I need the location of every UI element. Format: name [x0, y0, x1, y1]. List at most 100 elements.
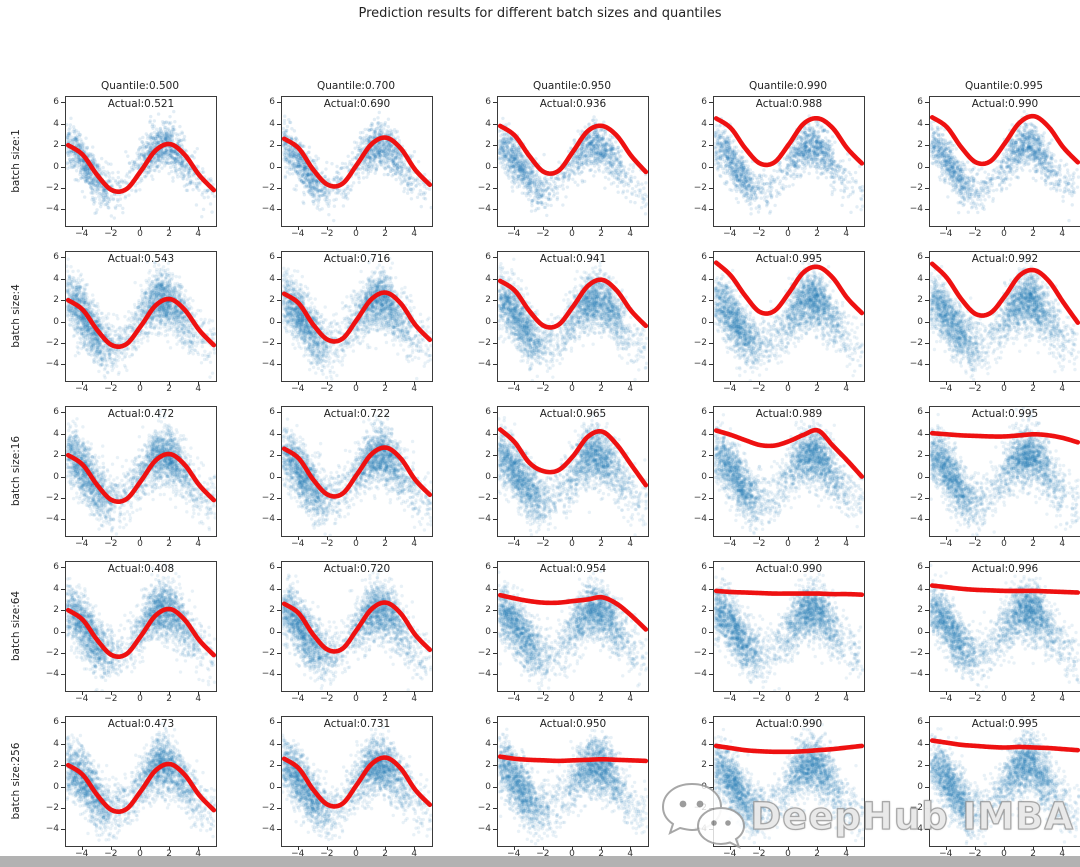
x-tick-label: 2 [814, 229, 820, 239]
y-tick-label: 2 [269, 760, 275, 771]
x-tick-mark [572, 846, 573, 850]
y-tick-label: 0 [917, 161, 923, 172]
x-tick-label: 4 [195, 539, 202, 549]
subplot-r2c4: Actual:0.995 [713, 251, 865, 382]
y-tick-label: −4 [693, 514, 707, 525]
x-tick-mark [630, 536, 632, 540]
x-tick-label: 0 [785, 539, 791, 549]
x-tick-mark [788, 846, 789, 850]
x-tick-label: 2 [382, 539, 388, 549]
y-tick-mark [709, 188, 713, 190]
x-tick-label: −2 [320, 539, 334, 549]
y-tick-mark [925, 300, 929, 302]
y-tick-mark [493, 364, 497, 366]
x-tick-mark [1033, 846, 1035, 850]
scatter-plot-canvas [930, 97, 1080, 226]
y-tick-label: −2 [261, 803, 275, 814]
actual-value-label: Actual:0.473 [107, 718, 175, 730]
y-tick-label: 0 [269, 781, 275, 792]
x-tick-label: 4 [627, 849, 634, 859]
x-tick-mark [326, 691, 328, 695]
x-tick-mark [81, 846, 83, 850]
x-tick-mark [414, 381, 416, 385]
y-tick-label: 2 [269, 140, 275, 151]
y-tick-label: 2 [701, 140, 707, 151]
x-tick-label: 2 [382, 229, 388, 239]
y-tick-mark [709, 364, 713, 366]
x-tick-mark [169, 691, 171, 695]
y-tick-mark [277, 722, 281, 724]
y-tick-label: −2 [45, 803, 59, 814]
x-tick-mark [385, 536, 387, 540]
x-tick-mark [1004, 846, 1005, 850]
scatter-plot-canvas [66, 717, 216, 846]
subplot-r1c1: Actual:0.521 [65, 96, 217, 227]
x-tick-label: −4 [75, 539, 89, 549]
x-tick-mark [846, 691, 848, 695]
y-tick-label: 4 [701, 428, 707, 439]
x-tick-label: 2 [1030, 849, 1036, 859]
y-tick-mark [709, 321, 713, 323]
x-tick-label: 0 [569, 384, 575, 394]
x-tick-label: 4 [1059, 229, 1066, 239]
y-tick-mark [709, 102, 713, 104]
x-tick-mark [326, 226, 328, 230]
y-tick-label: 2 [485, 450, 491, 461]
subplot-r2c3: Actual:0.941 [497, 251, 649, 382]
y-tick-mark [493, 123, 497, 125]
scatter-plot-canvas [66, 252, 216, 381]
subplot-r5c1: Actual:0.473 [65, 716, 217, 847]
subplot-r4c3: Actual:0.954 [497, 561, 649, 692]
x-tick-label: 0 [353, 384, 359, 394]
actual-value-label: Actual:0.995 [971, 718, 1039, 730]
subplot-r3c1: Actual:0.472 [65, 406, 217, 537]
x-tick-label: 4 [1059, 694, 1066, 704]
x-tick-mark [1004, 691, 1005, 695]
x-tick-mark [414, 226, 416, 230]
y-tick-mark [61, 455, 65, 457]
subplot-r1c5: Actual:0.990 [929, 96, 1080, 227]
x-tick-label: 2 [598, 849, 604, 859]
x-tick-mark [356, 536, 357, 540]
actual-value-label: Actual:0.965 [539, 408, 607, 420]
y-tick-mark [493, 653, 497, 655]
x-tick-label: −4 [507, 229, 521, 239]
y-tick-label: −2 [693, 493, 707, 504]
y-tick-label: 4 [917, 583, 923, 594]
x-tick-label: −2 [536, 849, 550, 859]
scatter-plot-canvas [282, 252, 432, 381]
y-tick-mark [709, 343, 713, 345]
y-tick-label: −4 [261, 359, 275, 370]
x-tick-label: 0 [353, 849, 359, 859]
row-label-batch-size: batch size:1 [10, 128, 22, 193]
y-tick-label: 0 [269, 161, 275, 172]
y-tick-label: 6 [917, 562, 923, 573]
x-tick-label: 2 [1030, 384, 1036, 394]
actual-value-label: Actual:0.990 [755, 563, 823, 575]
x-tick-label: 0 [785, 694, 791, 704]
y-tick-label: −2 [909, 803, 923, 814]
x-tick-label: −2 [536, 539, 550, 549]
x-tick-label: 2 [814, 539, 820, 549]
y-tick-label: 2 [53, 605, 59, 616]
y-tick-label: 6 [917, 97, 923, 108]
y-tick-mark [277, 102, 281, 104]
scatter-plot-canvas [498, 97, 648, 226]
y-tick-label: 6 [53, 717, 59, 728]
x-tick-label: 4 [195, 849, 202, 859]
col-title-quantile: Quantile:0.990 [748, 80, 828, 92]
x-tick-label: 0 [569, 849, 575, 859]
y-tick-mark [709, 166, 713, 168]
y-tick-mark [709, 300, 713, 302]
x-tick-mark [1033, 536, 1035, 540]
x-tick-mark [1062, 226, 1064, 230]
y-tick-label: −4 [909, 204, 923, 215]
y-tick-label: 4 [701, 273, 707, 284]
y-tick-label: 0 [269, 316, 275, 327]
x-tick-label: 4 [627, 229, 634, 239]
x-tick-mark [630, 381, 632, 385]
y-tick-label: 4 [701, 738, 707, 749]
x-tick-label: −2 [968, 849, 982, 859]
y-tick-mark [277, 476, 281, 478]
x-tick-mark [788, 536, 789, 540]
